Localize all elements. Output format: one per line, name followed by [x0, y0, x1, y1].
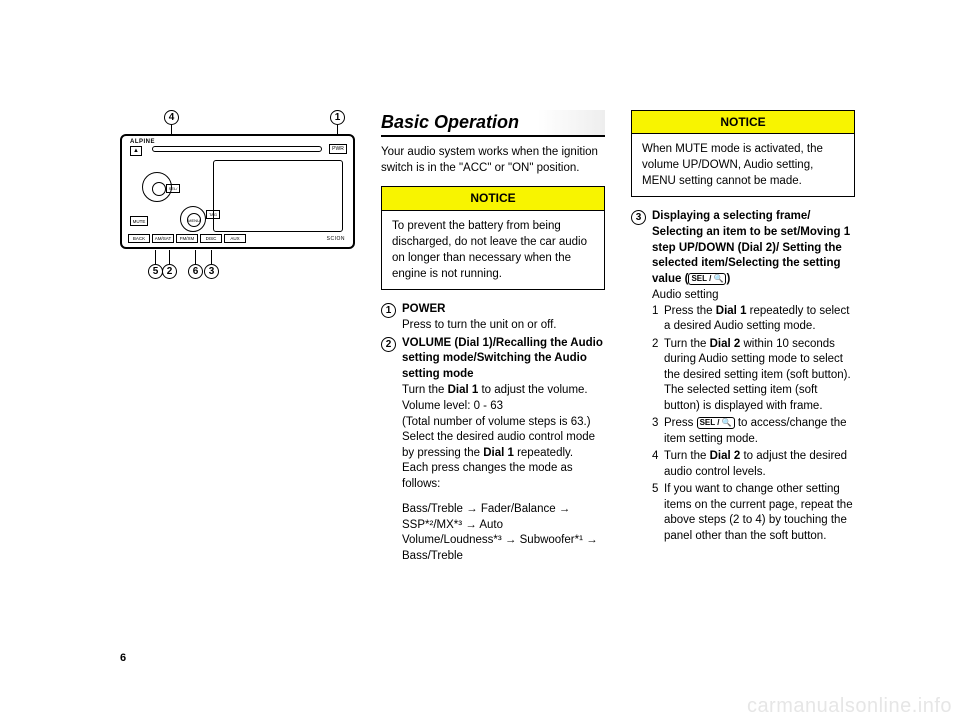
callout-3: 3 [204, 250, 219, 279]
callout-num-6: 6 [188, 264, 203, 279]
dial-2-inner: MENU [187, 213, 201, 227]
step-4: 4 Turn the Dial 2 to adjust the desired … [652, 449, 855, 480]
callout-num-5: 5 [148, 264, 163, 279]
text: Displaying a selecting frame/ Selecting … [652, 210, 850, 284]
step-num: 5 [652, 482, 664, 544]
fmxm-button: FM/XM [176, 234, 198, 243]
callout-line [155, 250, 156, 264]
sublist: 1 Press the Dial 1 repeatedly to select … [652, 304, 855, 545]
intro-text: Your audio system works when the ignitio… [381, 145, 605, 176]
step-num: 3 [652, 416, 664, 447]
step-num: 2 [652, 337, 664, 415]
brand-label: ALPINE [130, 138, 155, 146]
callout-line [169, 250, 170, 264]
text: (Total number of volume steps is 63.) [402, 416, 591, 428]
item-num-2: 2 [381, 337, 396, 352]
item-body-1: POWER Press to turn the unit on or off. [402, 302, 605, 334]
cd-slot [152, 146, 322, 152]
section-title: Basic Operation [381, 110, 605, 137]
step-num: 4 [652, 449, 664, 480]
bold-text: Dial 2 [710, 450, 741, 462]
callout-6: 6 [188, 250, 203, 279]
item-title-3: Displaying a selecting frame/ Selecting … [652, 209, 855, 287]
column-1: 4 1 ALPINE ▲ PWR SEL/ MUTE [120, 110, 355, 566]
bold-text: Dial 1 [716, 305, 747, 317]
step-text: Press the Dial 1 repeatedly to select a … [664, 304, 855, 335]
item-title-1: POWER [402, 302, 605, 318]
text: Turn the [664, 450, 710, 462]
notice-box-1: NOTICE To prevent the battery from being… [381, 186, 605, 290]
step-text: Turn the Dial 2 within 10 seconds during… [664, 337, 855, 415]
audio-setting-label: Audio setting [652, 288, 855, 304]
sel-icon: SEL / 🔍 [697, 417, 735, 429]
step-num: 1 [652, 304, 664, 335]
step-text: If you want to change other setting item… [664, 482, 855, 544]
button-row: BACK AM/SAT FM/XM DISC AUX [128, 234, 246, 243]
page-number: 6 [120, 652, 126, 664]
step-1: 1 Press the Dial 1 repeatedly to select … [652, 304, 855, 335]
item-body-3: Displaying a selecting frame/ Selecting … [652, 209, 855, 546]
text: to adjust the volume. [478, 384, 587, 396]
callout-num-4: 4 [164, 110, 179, 125]
head-unit: ALPINE ▲ PWR SEL/ MUTE MENU TAG BACK AM/… [120, 134, 355, 249]
callout-num-2: 2 [162, 264, 177, 279]
bold-text: Dial 1 [483, 447, 514, 459]
item-num-1: 1 [381, 303, 396, 318]
tag-button: TAG [206, 210, 220, 219]
callout-num-3: 3 [204, 264, 219, 279]
text: Each press changes the mode as follows: [402, 462, 573, 490]
text: Turn the [664, 338, 710, 350]
column-3: NOTICE When MUTE mode is activated, the … [631, 110, 855, 566]
sel-icon: SEL / 🔍 [688, 273, 726, 285]
notice-box-2: NOTICE When MUTE mode is activated, the … [631, 110, 855, 197]
display-screen [213, 160, 343, 232]
column-layout: 4 1 ALPINE ▲ PWR SEL/ MUTE [120, 110, 855, 566]
step-text: Press SEL / 🔍 to access/change the item … [664, 416, 855, 447]
scion-logo: SCION [327, 236, 345, 243]
mode-chain: Bass/Treble → Fader/Balance → SSP*²/MX*³… [402, 502, 605, 564]
eject-button: ▲ [130, 146, 142, 156]
text: Press [664, 417, 697, 429]
callout-num-1: 1 [330, 110, 345, 125]
sel-button: SEL/ [166, 184, 180, 193]
bold-text: Dial 1 [448, 384, 479, 396]
notice-body: When MUTE mode is activated, the volume … [632, 134, 854, 196]
notice-head: NOTICE [382, 187, 604, 210]
step-text: Turn the Dial 2 to adjust the desired au… [664, 449, 855, 480]
item-1: 1 POWER Press to turn the unit on or off… [381, 302, 605, 334]
watermark: carmanualsonline.info [747, 695, 952, 718]
item-desc-2: Turn the Dial 1 to adjust the volume. Vo… [402, 383, 605, 492]
text: Press the [664, 305, 716, 317]
column-2: Basic Operation Your audio system works … [381, 110, 605, 566]
step-3: 3 Press SEL / 🔍 to access/change the ite… [652, 416, 855, 447]
callout-line [211, 250, 212, 264]
callout-2: 2 [162, 250, 177, 279]
text: Turn the [402, 384, 448, 396]
stereo-diagram: 4 1 ALPINE ▲ PWR SEL/ MUTE [120, 110, 355, 290]
text: repeatedly. [514, 447, 573, 459]
item-body-2: VOLUME (Dial 1)/Recalling the Audio sett… [402, 336, 605, 564]
notice-head: NOTICE [632, 111, 854, 134]
step-5: 5 If you want to change other setting it… [652, 482, 855, 544]
callout-line [195, 250, 196, 264]
item-title-2: VOLUME (Dial 1)/Recalling the Audio sett… [402, 336, 605, 383]
notice-body: To prevent the battery from being discha… [382, 211, 604, 289]
text: Volume level: 0 - 63 [402, 400, 503, 412]
item-2: 2 VOLUME (Dial 1)/Recalling the Audio se… [381, 336, 605, 564]
item-desc-1: Press to turn the unit on or off. [402, 318, 605, 334]
step-2: 2 Turn the Dial 2 within 10 seconds duri… [652, 337, 855, 415]
mute-button: MUTE [130, 216, 148, 226]
back-button: BACK [128, 234, 150, 243]
callout-5: 5 [148, 250, 163, 279]
dial-2: MENU [180, 206, 206, 232]
power-label: PWR [329, 144, 347, 154]
amsat-button: AM/SAT [152, 234, 174, 243]
disc-button: DISC [200, 234, 222, 243]
aux-button: AUX [224, 234, 246, 243]
text: ) [726, 273, 730, 285]
manual-page: 4 1 ALPINE ▲ PWR SEL/ MUTE [0, 0, 960, 722]
item-num-3: 3 [631, 210, 646, 225]
bold-text: Dial 2 [710, 338, 741, 350]
item-3: 3 Displaying a selecting frame/ Selectin… [631, 209, 855, 546]
